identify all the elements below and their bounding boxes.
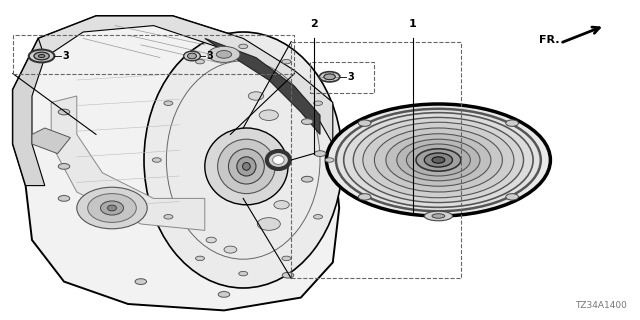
- Ellipse shape: [424, 211, 452, 221]
- Bar: [13, 35, 294, 74]
- Ellipse shape: [206, 237, 216, 243]
- Ellipse shape: [34, 52, 49, 60]
- Ellipse shape: [58, 109, 70, 115]
- Ellipse shape: [314, 101, 323, 106]
- Ellipse shape: [282, 256, 291, 260]
- Ellipse shape: [257, 218, 280, 230]
- Ellipse shape: [259, 110, 278, 121]
- Ellipse shape: [243, 163, 250, 170]
- Polygon shape: [32, 128, 70, 154]
- Polygon shape: [13, 16, 339, 310]
- Ellipse shape: [228, 149, 264, 184]
- Ellipse shape: [326, 104, 550, 216]
- Polygon shape: [51, 96, 205, 230]
- Ellipse shape: [416, 149, 461, 171]
- Ellipse shape: [273, 156, 284, 164]
- Ellipse shape: [353, 117, 524, 203]
- Ellipse shape: [164, 101, 173, 106]
- Ellipse shape: [248, 92, 264, 100]
- Ellipse shape: [108, 205, 116, 211]
- Ellipse shape: [363, 122, 514, 198]
- Ellipse shape: [58, 164, 70, 169]
- Ellipse shape: [325, 158, 334, 162]
- Ellipse shape: [216, 51, 232, 58]
- Ellipse shape: [314, 215, 323, 219]
- Ellipse shape: [301, 119, 313, 124]
- Bar: [310, 62, 374, 93]
- Ellipse shape: [314, 151, 326, 156]
- Ellipse shape: [432, 157, 445, 163]
- Ellipse shape: [184, 51, 200, 61]
- Text: FR.: FR.: [540, 35, 560, 45]
- Text: 3: 3: [62, 51, 69, 61]
- Ellipse shape: [237, 157, 256, 176]
- Ellipse shape: [374, 128, 502, 192]
- Ellipse shape: [319, 72, 340, 82]
- Ellipse shape: [239, 44, 248, 49]
- Ellipse shape: [208, 46, 240, 62]
- Ellipse shape: [336, 109, 541, 211]
- Ellipse shape: [88, 194, 136, 222]
- Ellipse shape: [218, 292, 230, 297]
- Ellipse shape: [424, 153, 452, 167]
- Ellipse shape: [386, 134, 491, 186]
- Ellipse shape: [301, 176, 313, 182]
- Text: 1: 1: [409, 19, 417, 29]
- Ellipse shape: [397, 139, 480, 181]
- Text: 3: 3: [348, 72, 355, 82]
- Ellipse shape: [506, 120, 518, 126]
- Ellipse shape: [432, 214, 445, 218]
- Polygon shape: [26, 16, 333, 144]
- Ellipse shape: [274, 201, 289, 209]
- Ellipse shape: [58, 196, 70, 201]
- Ellipse shape: [282, 272, 294, 278]
- Ellipse shape: [218, 139, 275, 194]
- Bar: [291, 42, 461, 278]
- Polygon shape: [13, 38, 45, 186]
- Ellipse shape: [344, 113, 533, 207]
- Text: TZ34A1400: TZ34A1400: [575, 301, 627, 310]
- Ellipse shape: [196, 256, 204, 260]
- Ellipse shape: [324, 74, 335, 80]
- Ellipse shape: [38, 54, 45, 58]
- Ellipse shape: [29, 50, 54, 62]
- Ellipse shape: [406, 144, 470, 176]
- Ellipse shape: [152, 158, 161, 162]
- Ellipse shape: [144, 32, 342, 288]
- Polygon shape: [205, 38, 320, 134]
- Ellipse shape: [135, 279, 147, 284]
- Ellipse shape: [196, 60, 205, 64]
- Ellipse shape: [100, 201, 124, 215]
- Ellipse shape: [164, 214, 173, 219]
- Ellipse shape: [205, 128, 288, 205]
- Ellipse shape: [77, 187, 147, 229]
- Ellipse shape: [267, 151, 290, 169]
- Ellipse shape: [188, 53, 196, 59]
- Ellipse shape: [282, 60, 291, 64]
- Ellipse shape: [358, 194, 371, 200]
- Text: 3: 3: [206, 51, 213, 61]
- Ellipse shape: [224, 246, 237, 253]
- Ellipse shape: [358, 120, 371, 126]
- Ellipse shape: [239, 271, 248, 276]
- Ellipse shape: [506, 194, 518, 200]
- Text: 2: 2: [310, 19, 317, 29]
